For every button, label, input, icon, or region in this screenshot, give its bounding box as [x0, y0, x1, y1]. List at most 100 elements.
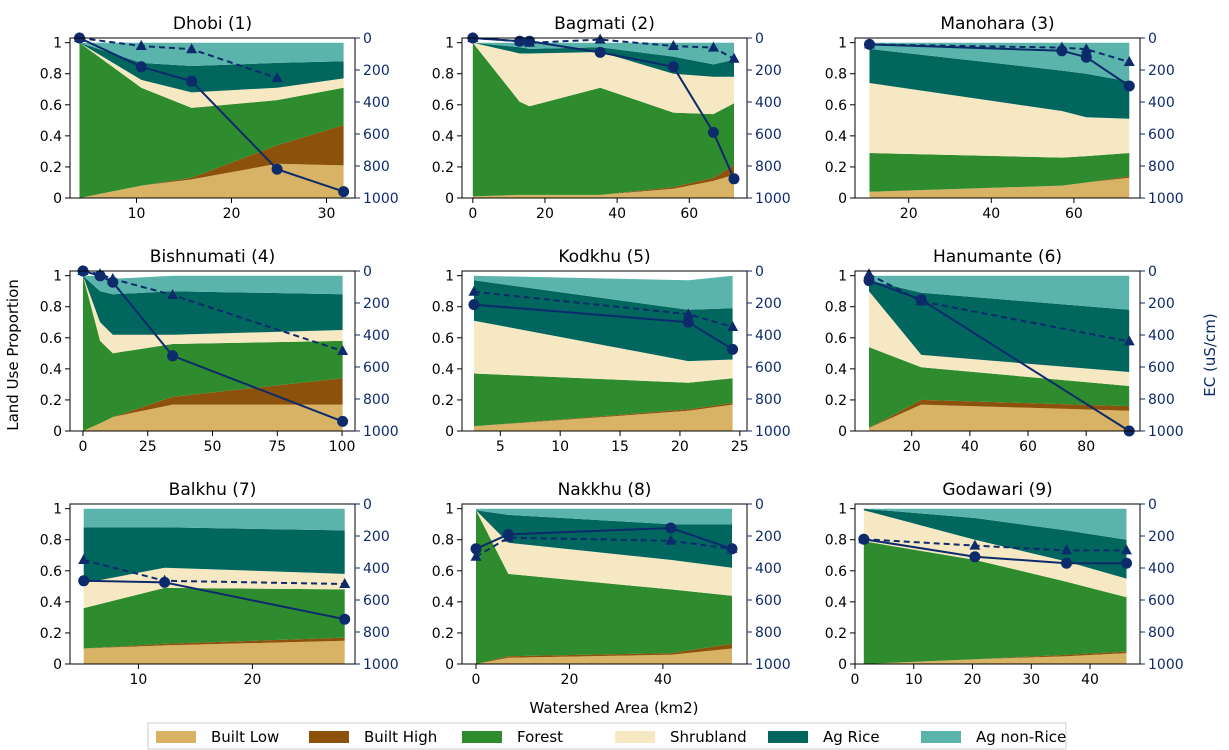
y-tick-label: 0.8	[825, 533, 847, 549]
ec-dashed-marker	[135, 40, 147, 50]
ec-solid-marker	[339, 613, 351, 625]
plot-frame	[854, 503, 1141, 665]
y2-tick-label: 0	[755, 31, 764, 47]
ec-solid-marker	[271, 163, 283, 175]
y-tick-label: 0	[53, 424, 62, 440]
ec-solid-marker	[594, 46, 606, 58]
area-forest	[79, 42, 344, 199]
legend-swatch	[462, 731, 502, 743]
y2-tick-label: 800	[1148, 392, 1175, 408]
x-tick-label: 20	[964, 672, 982, 688]
y-tick-label: 0.6	[432, 564, 454, 580]
ec-solid-marker	[728, 173, 740, 185]
area-ag-nonrice	[869, 275, 1130, 310]
plot-frame	[69, 503, 356, 665]
ec-solid-marker	[337, 415, 349, 427]
y2-tick-label: 600	[363, 360, 390, 376]
legend-swatch	[921, 731, 961, 743]
x-tick-label: 30	[318, 206, 336, 222]
y2-tick-label: 400	[363, 95, 390, 111]
panel-title: Balkhu (7)	[169, 480, 257, 500]
area-shrubland	[869, 291, 1130, 386]
ec-solid-marker	[159, 576, 171, 588]
area-shrubland	[476, 510, 732, 596]
y-tick-label: 0.6	[825, 98, 847, 114]
y2-tick-label: 200	[1148, 63, 1175, 79]
x-tick-label: 30	[1022, 672, 1040, 688]
y2-tick-label: 1000	[755, 191, 791, 207]
x-axis-label: Watershed Area (km2)	[529, 699, 698, 717]
y2-tick-label: 400	[363, 561, 390, 577]
y2-tick-label: 800	[755, 625, 782, 641]
y2-tick-label: 0	[363, 497, 372, 513]
ec-dashed-marker	[863, 268, 875, 279]
y2-tick-label: 800	[1148, 625, 1175, 641]
y2-tick-label: 800	[1148, 159, 1175, 175]
y-tick-label: 0.8	[40, 533, 62, 549]
y2-tick-label: 400	[1148, 95, 1175, 111]
x-tick-label: 100	[329, 439, 356, 455]
legend-swatch	[156, 731, 196, 743]
x-tick-label: 20	[903, 439, 921, 455]
ec-solid-marker	[682, 316, 694, 328]
x-tick-label: 10	[905, 672, 923, 688]
y-tick-label: 0.2	[432, 626, 454, 642]
x-tick-label: 60	[680, 206, 698, 222]
ec-solid-marker	[1056, 45, 1068, 57]
ec-dashed-marker	[468, 285, 480, 296]
area-built-low	[863, 653, 1127, 664]
area-ag-nonrice	[476, 508, 732, 525]
y2-tick-label: 200	[1148, 529, 1175, 545]
area-shrubland	[863, 510, 1127, 598]
area-built-high	[83, 378, 343, 431]
y-tick-label: 0.6	[432, 331, 454, 347]
x-tick-label: 40	[654, 672, 672, 688]
plot-frame	[461, 270, 748, 432]
panels: Dhobi (1)00.20.40.60.81 02004006008001000…	[40, 14, 1184, 688]
ec-dashed-marker	[707, 41, 719, 52]
x-tick-label: 25	[731, 439, 749, 455]
y2-tick-label: 200	[1148, 296, 1175, 312]
panel-2: Bagmati (2)00.20.40.60.81 020040060080010…	[432, 14, 791, 222]
panel-7: Balkhu (7)00.20.40.60.81 0200400600800100…	[40, 480, 399, 688]
y2-tick-label: 600	[755, 593, 782, 609]
y2-tick-label: 400	[755, 95, 782, 111]
y2-tick-label: 0	[363, 264, 372, 280]
ec-solid-marker	[665, 522, 677, 534]
y-tick-label: 0	[838, 657, 847, 673]
ec-solid-marker	[863, 275, 875, 287]
panel-title: Hanumante (6)	[933, 247, 1062, 267]
ec-solid-marker	[667, 61, 679, 73]
ec-solid-marker	[864, 38, 875, 50]
y2-tick-label: 1000	[755, 657, 791, 673]
area-ag-nonrice	[474, 275, 733, 310]
y2-tick-label: 1000	[1148, 424, 1184, 440]
area-built-low	[83, 640, 345, 664]
panel-title: Nakkhu (8)	[558, 480, 652, 500]
y2-tick-label: 800	[363, 159, 390, 175]
ec-dashed-marker	[728, 52, 740, 63]
ec-dashed-marker	[1123, 335, 1135, 346]
plot-frame	[461, 37, 748, 199]
panel-1: Dhobi (1)00.20.40.60.81 02004006008001000…	[40, 14, 399, 222]
legend-swatch	[615, 731, 655, 743]
area-shrubland	[79, 42, 344, 108]
x-tick-label: 0	[472, 672, 481, 688]
y-tick-label: 0.8	[432, 67, 454, 83]
y2-tick-label: 400	[363, 328, 390, 344]
y-tick-label: 0.8	[825, 67, 847, 83]
y-tick-label: 0.4	[825, 129, 847, 145]
y-tick-label: 0	[445, 424, 454, 440]
legend-label: Built Low	[211, 728, 279, 746]
y2-tick-label: 400	[1148, 328, 1175, 344]
ec-dashed-line	[475, 536, 733, 558]
y-tick-label: 1	[445, 269, 454, 285]
panel-title: Bagmati (2)	[554, 14, 655, 34]
y-tick-label: 1	[445, 502, 454, 518]
panel-6: Hanumante (6) 0 0.2 0.4 0.6 0.8 1 0 200 400 600 800…	[825, 247, 1184, 455]
y-tick-label: 0.8	[40, 67, 62, 83]
area-built-high	[79, 125, 344, 198]
area-built-high	[869, 399, 1130, 428]
ec-dashed-marker	[1061, 544, 1073, 555]
ec-solid-marker	[858, 533, 870, 545]
